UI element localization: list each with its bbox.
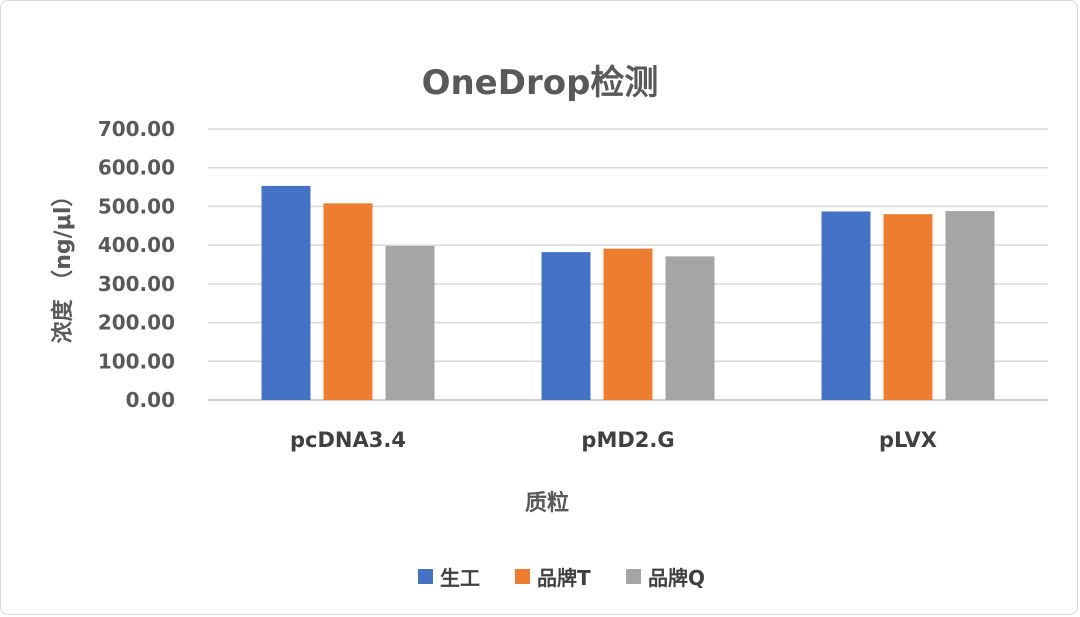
y-tick-label: 300.00	[98, 272, 175, 296]
bar-pLVX-生工	[821, 211, 871, 400]
chart-title: OneDrop检测	[422, 63, 659, 103]
legend-label: 品牌T	[537, 566, 591, 590]
y-tick-label: 600.00	[98, 156, 175, 180]
x-category-label: pLVX	[879, 428, 937, 452]
y-axis-ticks: 0.00 100.00 200.00 300.00 400.00 500.00 600.00…	[98, 117, 175, 412]
legend-swatch	[626, 569, 641, 584]
y-tick-label: 400.00	[98, 233, 175, 257]
bars	[261, 185, 995, 400]
legend: 生工 品牌T 品牌Q	[418, 566, 705, 590]
legend-label: 生工	[440, 566, 480, 590]
bar-pMD2.G-品牌Q	[665, 256, 715, 400]
y-tick-label: 200.00	[98, 311, 175, 335]
legend-swatch	[418, 569, 433, 584]
legend-swatch	[515, 569, 530, 584]
x-axis-categories: pcDNA3.4 pMD2.G pLVX	[290, 428, 937, 452]
bar-pLVX-品牌Q	[945, 211, 995, 400]
bar-pcDNA3.4-品牌Q	[385, 245, 435, 400]
bar-pMD2.G-生工	[541, 252, 591, 400]
x-axis-label: 质粒	[525, 490, 569, 516]
bar-pcDNA3.4-生工	[261, 185, 311, 400]
x-category-label: pcDNA3.4	[290, 428, 406, 452]
y-axis-label: 浓度 （ng/μl）	[50, 185, 76, 344]
bar-pcDNA3.4-品牌T	[323, 203, 373, 400]
y-tick-label: 100.00	[98, 349, 175, 373]
y-tick-label: 700.00	[98, 117, 175, 141]
bar-pLVX-品牌T	[883, 214, 933, 400]
bar-pMD2.G-品牌T	[603, 248, 653, 400]
y-tick-label: 500.00	[98, 194, 175, 218]
x-category-label: pMD2.G	[581, 428, 674, 452]
y-tick-label: 0.00	[126, 388, 175, 412]
legend-label: 品牌Q	[648, 566, 705, 590]
